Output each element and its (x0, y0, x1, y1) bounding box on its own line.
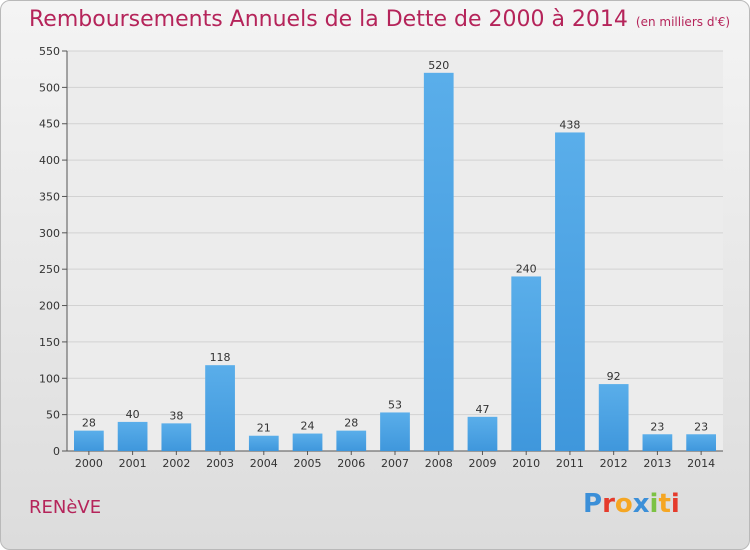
bar (380, 412, 410, 451)
y-tick-label: 400 (39, 154, 60, 167)
proxiti-logo-letter: r (602, 489, 615, 519)
bar-value-label: 40 (126, 408, 140, 421)
y-tick-label: 350 (39, 190, 60, 203)
y-tick-label: 200 (39, 300, 60, 313)
bar-value-label: 23 (694, 420, 708, 433)
x-tick-label: 2012 (600, 457, 628, 470)
y-tick-label: 500 (39, 81, 60, 94)
x-tick-label: 2000 (75, 457, 103, 470)
bar-value-label: 28 (82, 417, 96, 430)
bar-value-label: 520 (428, 59, 449, 72)
x-tick-label: 2014 (687, 457, 715, 470)
bar (511, 276, 542, 451)
bar (642, 434, 673, 451)
bar (686, 434, 717, 451)
chart-unit: (en milliers d'€) (635, 15, 731, 29)
x-tick-label: 2011 (556, 457, 584, 470)
proxiti-logo-letter: x (632, 489, 650, 519)
x-tick-label: 2003 (206, 457, 234, 470)
x-tick-label: 2001 (119, 457, 147, 470)
y-tick-label: 250 (39, 263, 60, 276)
proxiti-logo-letter: t (658, 489, 671, 519)
proxiti-logo-letter: i (670, 489, 680, 519)
x-tick-label: 2013 (643, 457, 671, 470)
y-tick-label: 550 (39, 45, 60, 58)
y-tick-label: 150 (39, 336, 60, 349)
y-tick-label: 300 (39, 227, 60, 240)
bar-value-label: 438 (559, 118, 580, 131)
x-tick-label: 2010 (512, 457, 540, 470)
proxiti-logo-letter: o (614, 489, 633, 519)
bar (598, 384, 629, 451)
bar-value-label: 21 (257, 422, 271, 435)
bar (117, 421, 148, 451)
x-tick-label: 2005 (294, 457, 322, 470)
bar (555, 132, 585, 452)
x-tick-label: 2007 (381, 457, 409, 470)
y-tick-label: 50 (46, 409, 60, 422)
bar (336, 430, 367, 451)
chart-title: Remboursements Annuels de la Dette de 20… (29, 7, 628, 32)
x-tick-label: 2009 (468, 457, 496, 470)
bar-value-label: 24 (301, 420, 315, 433)
bar (73, 430, 104, 451)
y-tick-label: 450 (39, 118, 60, 131)
bar (467, 416, 498, 451)
x-tick-label: 2008 (425, 457, 453, 470)
bar-value-label: 47 (475, 403, 489, 416)
chart-title-block: Remboursements Annuels de la Dette de 20… (29, 7, 730, 32)
proxiti-logo-letter: i (649, 489, 659, 519)
proxiti-logo: Proxiti (583, 489, 680, 519)
bar-value-label: 118 (210, 351, 231, 364)
y-tick-label: 100 (39, 372, 60, 385)
bar (292, 433, 323, 451)
bar-value-label: 240 (516, 262, 537, 275)
bar (423, 72, 454, 452)
bar (205, 365, 235, 451)
bar-value-label: 53 (388, 398, 402, 411)
bar-value-label: 28 (344, 417, 358, 430)
y-tick-label: 0 (53, 445, 60, 458)
proxiti-logo-letter: P (583, 489, 603, 519)
x-tick-label: 2004 (250, 457, 278, 470)
bar-value-label: 38 (169, 409, 183, 422)
bar-value-label: 23 (650, 420, 664, 433)
bar-value-label: 92 (607, 370, 621, 383)
bar (248, 435, 279, 451)
x-tick-label: 2006 (337, 457, 365, 470)
commune-name: RENèVE (29, 497, 102, 518)
x-tick-label: 2002 (162, 457, 190, 470)
bar (161, 423, 192, 451)
